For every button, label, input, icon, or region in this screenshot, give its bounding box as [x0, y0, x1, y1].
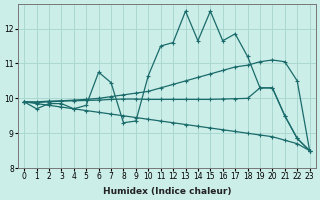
X-axis label: Humidex (Indice chaleur): Humidex (Indice chaleur): [103, 187, 231, 196]
